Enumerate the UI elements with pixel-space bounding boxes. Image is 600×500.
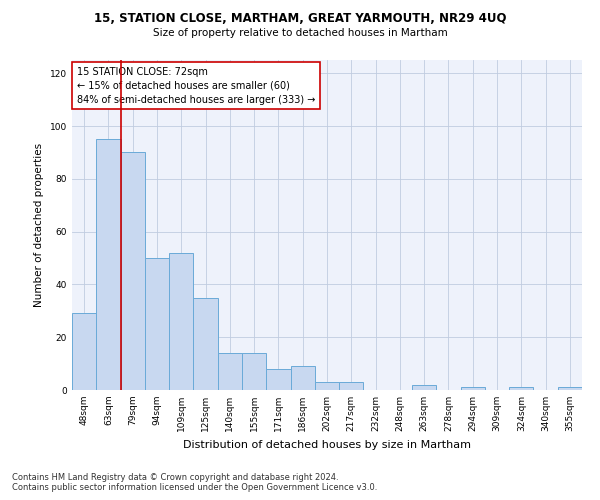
Bar [242, 353, 266, 390]
Bar [509, 388, 533, 390]
Bar [218, 353, 242, 390]
Text: 15 STATION CLOSE: 72sqm
← 15% of detached houses are smaller (60)
84% of semi-de: 15 STATION CLOSE: 72sqm ← 15% of detache… [77, 66, 316, 104]
X-axis label: Distribution of detached houses by size in Martham: Distribution of detached houses by size … [183, 440, 471, 450]
Bar [266, 369, 290, 390]
Bar [315, 382, 339, 390]
Bar [169, 252, 193, 390]
Bar [558, 388, 582, 390]
Text: 15, STATION CLOSE, MARTHAM, GREAT YARMOUTH, NR29 4UQ: 15, STATION CLOSE, MARTHAM, GREAT YARMOU… [94, 12, 506, 26]
Bar [72, 314, 96, 390]
Text: Contains HM Land Registry data © Crown copyright and database right 2024.: Contains HM Land Registry data © Crown c… [12, 474, 338, 482]
Text: Size of property relative to detached houses in Martham: Size of property relative to detached ho… [152, 28, 448, 38]
Bar [145, 258, 169, 390]
Y-axis label: Number of detached properties: Number of detached properties [34, 143, 44, 307]
Text: Contains public sector information licensed under the Open Government Licence v3: Contains public sector information licen… [12, 484, 377, 492]
Bar [96, 139, 121, 390]
Bar [461, 388, 485, 390]
Bar [290, 366, 315, 390]
Bar [412, 384, 436, 390]
Bar [193, 298, 218, 390]
Bar [339, 382, 364, 390]
Bar [121, 152, 145, 390]
